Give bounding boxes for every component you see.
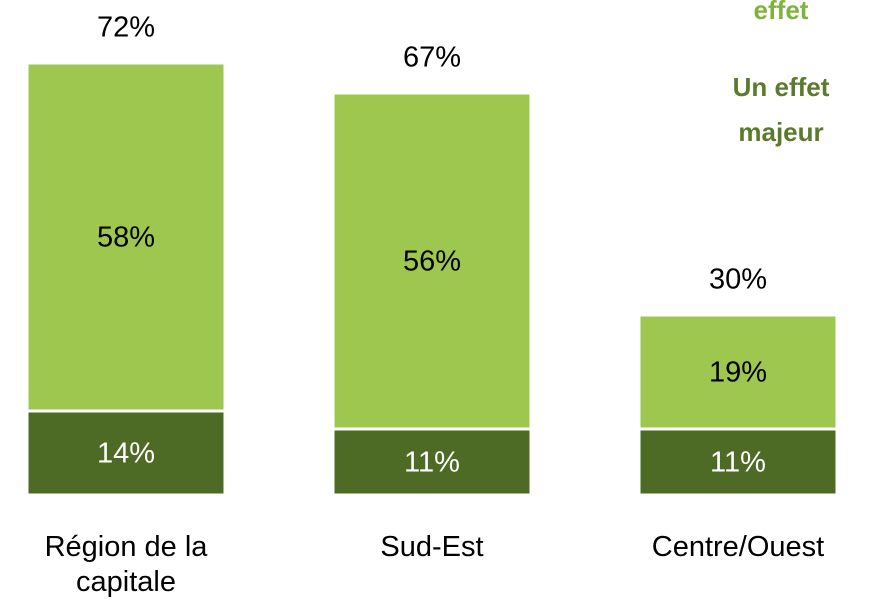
bar-segment bbox=[25, 409, 227, 497]
total-label: 72% bbox=[97, 12, 155, 44]
bar-segment bbox=[637, 313, 839, 431]
x-tick-label: Centre/Ouest bbox=[651, 531, 825, 563]
total-label: 30% bbox=[709, 264, 767, 296]
data-label: 56% bbox=[403, 246, 461, 278]
data-label: 19% bbox=[709, 357, 767, 389]
legend-label: effet bbox=[753, 0, 809, 25]
data-label: 11% bbox=[710, 447, 766, 479]
x-tick-label: Sud-Est bbox=[380, 531, 484, 563]
data-label: 14% bbox=[97, 438, 155, 470]
total-label: 67% bbox=[403, 42, 461, 74]
bar-segment bbox=[25, 61, 227, 413]
data-label: 58% bbox=[97, 222, 155, 254]
x-tick-label: Région de la capitale bbox=[44, 531, 208, 598]
bar-segment bbox=[637, 427, 839, 497]
bar-segment bbox=[331, 91, 533, 431]
data-label: 11% bbox=[404, 447, 460, 479]
legend-label: Un effet majeur bbox=[732, 72, 830, 147]
